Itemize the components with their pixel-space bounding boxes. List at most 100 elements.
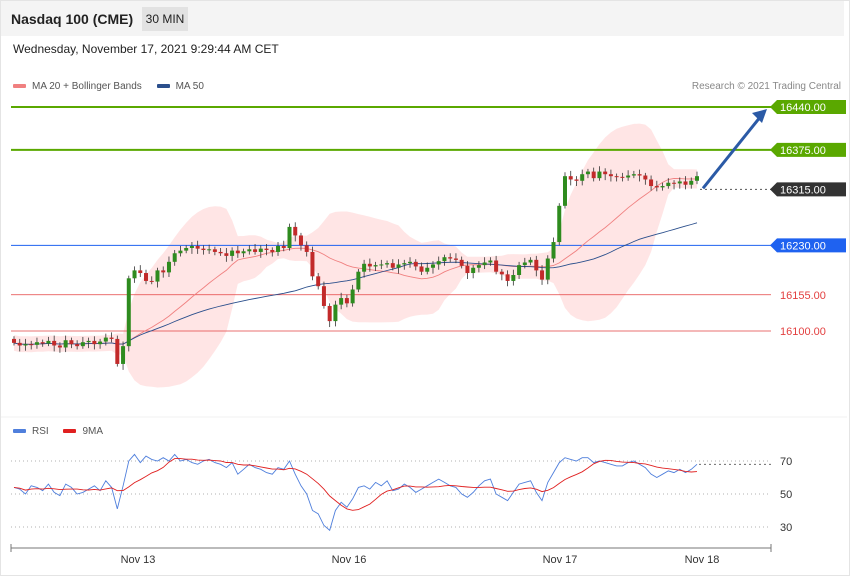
candle-body <box>471 267 476 274</box>
candle <box>287 223 292 251</box>
candle <box>201 245 206 255</box>
candle-body <box>442 257 447 262</box>
candle <box>408 257 413 268</box>
candle-body <box>408 261 413 264</box>
candle-body <box>568 176 573 180</box>
chart-datetime: Wednesday, November 17, 2021 9:29:44 AM … <box>13 42 279 56</box>
candle-body <box>241 251 246 254</box>
candle <box>672 180 677 190</box>
candle <box>396 259 401 274</box>
candle-body <box>385 263 390 265</box>
candle-body <box>63 340 68 348</box>
timeframe-button[interactable]: 30 MIN <box>142 7 188 31</box>
x-tick-label-2: Nov 17 <box>543 554 578 566</box>
candle-body <box>304 245 309 252</box>
candle-body <box>121 346 126 364</box>
candle-body <box>660 186 665 188</box>
candle <box>161 266 166 278</box>
candle <box>207 244 212 254</box>
candle-body <box>224 253 229 256</box>
x-axis-layer: Nov 13 Nov 16 Nov 17 Nov 18 <box>1 416 847 566</box>
candle-body <box>201 248 206 250</box>
candle-body <box>413 261 418 267</box>
candle <box>304 241 309 257</box>
candle <box>23 338 28 351</box>
candle <box>562 172 567 209</box>
candle-body <box>562 176 567 206</box>
candle-body <box>109 337 114 339</box>
rsi-tick-70: 70 <box>780 456 792 468</box>
candle <box>316 273 321 290</box>
candle-body <box>545 258 550 280</box>
candle-body <box>367 263 372 267</box>
candle-body <box>46 340 51 344</box>
candle-body <box>517 265 522 275</box>
candle-body <box>608 174 613 177</box>
candle-body <box>172 253 177 262</box>
candle-body <box>75 344 80 347</box>
candle-body <box>126 278 131 347</box>
rsi-legend: RSI 9MA <box>13 426 115 437</box>
candle <box>488 257 493 266</box>
rsi-tick-50: 50 <box>780 489 792 501</box>
candle <box>52 335 57 352</box>
candle <box>695 171 699 185</box>
candle-body <box>436 261 441 265</box>
candle <box>258 245 263 258</box>
candle-body <box>356 271 361 290</box>
candle <box>98 338 103 349</box>
candle-body <box>379 264 384 266</box>
candle <box>178 246 183 257</box>
candle <box>241 248 246 258</box>
candle-body <box>327 305 332 322</box>
candle <box>517 261 522 279</box>
candle-body <box>17 342 22 346</box>
candle <box>482 257 487 270</box>
candle-body <box>34 342 39 345</box>
candles-layer <box>12 166 699 370</box>
candle-body <box>230 250 235 256</box>
candle <box>235 246 240 258</box>
candle-body <box>166 261 171 273</box>
candle-body <box>419 266 424 272</box>
candle <box>499 269 504 281</box>
candle-body <box>626 175 631 178</box>
candle-body <box>362 263 367 272</box>
candle-body <box>189 246 194 248</box>
candle <box>310 246 315 281</box>
legend-item-bollinger: MA 20 + Bollinger Bands <box>13 81 142 92</box>
candle <box>608 169 613 182</box>
candle <box>580 169 585 186</box>
candle <box>103 333 108 346</box>
candle-body <box>218 251 223 254</box>
candle-body <box>505 274 510 281</box>
candle-body <box>69 340 74 345</box>
candle-body <box>511 275 516 281</box>
candle-body <box>390 263 395 268</box>
main-legend: MA 20 + Bollinger Bands MA 50 <box>13 81 216 92</box>
candle <box>654 180 659 192</box>
price-label-16440.00: 16440.00 <box>780 102 826 114</box>
candle-body <box>373 265 378 267</box>
candle-body <box>138 270 143 274</box>
rsi-layer: 70 50 30 <box>11 453 792 534</box>
level-lines-layer <box>11 106 771 332</box>
candle <box>86 337 91 349</box>
x-tick-label-3: Nov 18 <box>685 554 720 566</box>
price-tag-16375.00 <box>770 142 846 157</box>
candle <box>574 176 579 187</box>
candle-body <box>344 298 349 304</box>
forecast-arrow-shaft <box>701 115 763 190</box>
candle <box>46 336 51 347</box>
candle <box>17 338 22 352</box>
rsi-tick-30: 30 <box>780 522 792 534</box>
candle-body <box>631 174 636 176</box>
candle-body <box>310 251 315 277</box>
candle <box>631 170 636 179</box>
candle-body <box>235 250 240 254</box>
candle-body <box>293 226 298 236</box>
price-labels-layer: 16440.00 16375.00 16315.00 16230.00 16155.00… <box>770 100 846 338</box>
candle-body <box>614 176 619 178</box>
candle-body <box>453 258 458 260</box>
